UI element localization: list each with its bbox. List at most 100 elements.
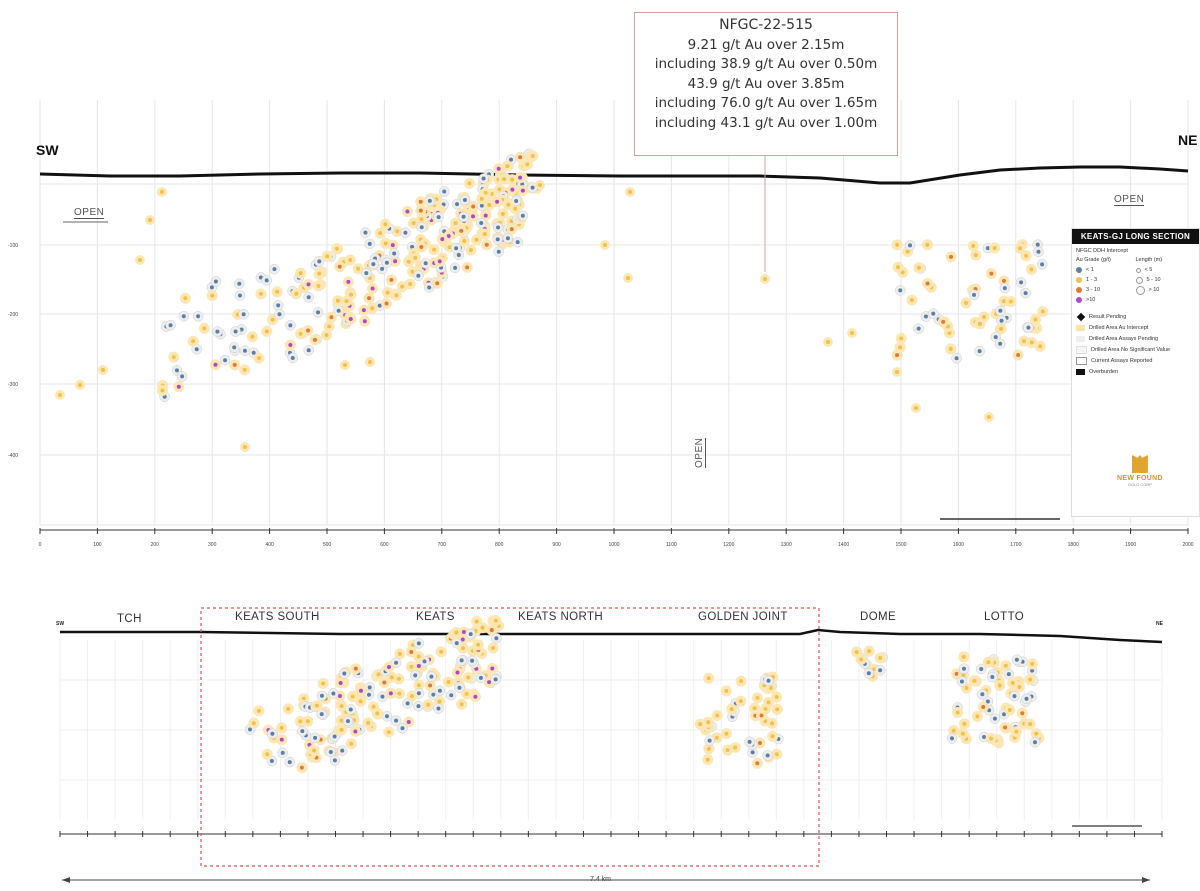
- intercept-marker: [483, 213, 488, 218]
- intercept-marker: [454, 630, 459, 635]
- intercept-marker: [513, 206, 518, 211]
- intercept-marker: [455, 202, 460, 207]
- intercept-marker: [344, 299, 349, 304]
- intercept-marker: [509, 157, 514, 162]
- intercept-marker: [538, 183, 542, 187]
- intercept-marker: [427, 285, 432, 290]
- intercept-marker: [515, 240, 520, 245]
- intercept-marker: [316, 310, 321, 315]
- open-label-east: OPEN: [1114, 194, 1145, 206]
- intercept-marker: [346, 279, 351, 284]
- intercept-marker: [383, 222, 388, 227]
- intercept-marker: [342, 671, 347, 676]
- intercept-marker: [766, 678, 771, 683]
- distance-tick-label: 800: [495, 542, 504, 548]
- intercept-marker: [287, 760, 292, 765]
- intercept-marker: [382, 680, 387, 685]
- intercept-marker: [1024, 696, 1029, 701]
- intercept-marker: [242, 367, 247, 372]
- intercept-marker: [196, 314, 201, 319]
- intercept-marker: [378, 231, 383, 236]
- lower-ne-label: NE: [1156, 621, 1163, 627]
- intercept-marker: [520, 188, 525, 193]
- distance-tick-label: 1100: [666, 542, 677, 548]
- intercept-marker: [280, 750, 285, 755]
- intercept-marker: [461, 630, 466, 635]
- intercept-marker: [1033, 317, 1038, 322]
- intercept-marker: [755, 761, 760, 766]
- legend-grade-item: 3 - 10: [1076, 285, 1136, 295]
- intercept-marker: [916, 265, 921, 270]
- intercept-marker: [336, 308, 341, 313]
- intercept-marker: [495, 237, 500, 242]
- intercept-marker: [1003, 725, 1008, 730]
- intercept-marker: [413, 255, 418, 260]
- intercept-marker: [272, 267, 277, 272]
- distance-tick-label: 100: [93, 542, 102, 548]
- distance-tick-label: 1600: [953, 542, 964, 548]
- intercept-marker: [925, 281, 930, 286]
- intercept-marker: [270, 317, 275, 322]
- intercept-marker: [386, 730, 391, 735]
- intercept-marker: [898, 288, 903, 293]
- intercept-marker: [423, 261, 428, 266]
- intercept-marker: [301, 696, 306, 701]
- intercept-marker: [493, 618, 498, 623]
- legend-length-item: > 10: [1135, 285, 1196, 295]
- zone-label-tch: TCH: [117, 613, 142, 625]
- intercept-marker: [725, 748, 730, 753]
- intercept-marker: [763, 706, 768, 711]
- intercept-marker: [432, 247, 437, 252]
- intercept-marker: [429, 674, 434, 679]
- legend-key-item: Drilled Area Assays Pending: [1072, 333, 1199, 344]
- intercept-marker: [493, 677, 498, 682]
- intercept-marker: [409, 650, 414, 655]
- intercept-marker: [510, 187, 515, 192]
- length-arrow-head-right: [1142, 877, 1150, 883]
- intercept-marker: [459, 702, 464, 707]
- distance-tick-label: 0: [39, 542, 42, 548]
- intercept-marker: [757, 740, 762, 745]
- intercept-marker: [999, 326, 1004, 331]
- intercept-marker: [389, 277, 394, 282]
- legend-title: KEATS-GJ LONG SECTION: [1072, 229, 1199, 244]
- intercept-marker: [954, 671, 959, 676]
- intercept-marker: [479, 196, 484, 201]
- intercept-marker: [339, 718, 344, 723]
- intercept-marker: [478, 675, 483, 680]
- distance-tick-label: 1400: [838, 542, 849, 548]
- intercept-marker: [482, 232, 487, 237]
- length-arrow-head-left: [62, 877, 70, 883]
- intercept-marker: [706, 720, 711, 725]
- logo-subtext: GOLD CORP: [1127, 482, 1152, 487]
- intercept-marker: [494, 636, 499, 641]
- intercept-marker: [867, 649, 872, 654]
- intercept-marker: [371, 262, 376, 267]
- intercept-marker: [774, 752, 779, 757]
- callout-line: including 43.1 g/t Au over 1.00m: [654, 114, 878, 131]
- intercept-marker: [628, 190, 632, 194]
- intercept-marker: [626, 276, 630, 280]
- grade-label: 1 - 3: [1086, 277, 1098, 283]
- intercept-marker: [428, 683, 433, 688]
- intercept-marker: [384, 714, 389, 719]
- intercept-marker: [375, 711, 380, 716]
- intercept-marker: [148, 218, 152, 222]
- intercept-marker: [416, 704, 421, 709]
- intercept-marker: [985, 246, 990, 251]
- intercept-marker: [213, 362, 218, 367]
- drillhole-callout: NFGC-22-515 9.21 g/t Au over 2.15m inclu…: [634, 12, 898, 156]
- intercept-marker: [388, 691, 393, 696]
- length-swatch: [1135, 267, 1141, 273]
- intercept-marker: [925, 242, 930, 247]
- intercept-marker: [339, 704, 344, 709]
- intercept-marker: [427, 198, 432, 203]
- intercept-marker: [1034, 731, 1039, 736]
- legend-key-swatch: [1076, 324, 1085, 331]
- intercept-marker: [349, 741, 354, 746]
- intercept-marker: [376, 672, 381, 677]
- intercept-marker: [992, 246, 997, 251]
- intercept-marker: [752, 706, 757, 711]
- intercept-marker: [400, 284, 405, 289]
- intercept-marker: [895, 353, 900, 358]
